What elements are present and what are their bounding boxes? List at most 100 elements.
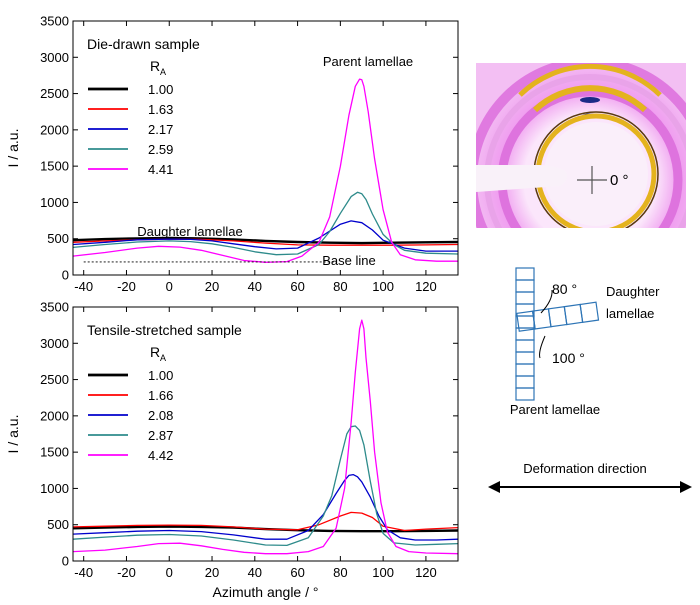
annotation-daughter-lamellae: Daughter lamellae	[137, 224, 243, 239]
x-tick-label: 60	[290, 565, 304, 580]
series-line-2.17	[72, 220, 458, 252]
daughter-lamellae-label-line1: Daughter	[606, 284, 660, 299]
daughter-lamella	[547, 306, 568, 328]
saxs-pattern-image: 0 °	[476, 63, 686, 228]
x-tick-label: -40	[74, 279, 93, 294]
parent-lamella	[515, 291, 535, 305]
x-tick-label: 0	[166, 565, 173, 580]
parent-lamella	[515, 339, 535, 353]
y-tick-label: 2500	[40, 372, 69, 387]
y-axis-label: I / a.u.	[5, 129, 21, 168]
parent-lamella	[515, 363, 535, 377]
legend-label: 1.00	[148, 368, 173, 383]
legend-label: 1.63	[148, 102, 173, 117]
series-line-2.08	[72, 473, 459, 541]
x-tick-label: 80	[333, 565, 347, 580]
daughter-lamella	[563, 303, 584, 326]
y-tick-label: 2000	[40, 122, 69, 137]
x-tick-label: -20	[117, 565, 136, 580]
chart-panel-die-drawn: -40 -20 0 20 40 60 80 100 120 0 500 1000 1500 2000 250…	[5, 14, 459, 294]
legend-label: 2.17	[148, 122, 173, 137]
angle-arc-100	[539, 335, 546, 359]
x-tick-label: 0	[166, 279, 173, 294]
y-tick-label: 500	[47, 517, 69, 532]
daughter-lamella	[579, 301, 600, 323]
parent-lamellae-stack	[515, 267, 535, 401]
legend-title-subscript: A	[160, 353, 166, 363]
chart-title: Tensile-stretched sample	[87, 322, 242, 338]
x-tick-label: -20	[117, 279, 136, 294]
daughter-lamellae-label-line2: lamellae	[606, 306, 654, 321]
x-axis-label: Azimuth angle / °	[213, 584, 319, 600]
axis-ticks: -40 -20 0 20 40 60 80 100 120 0 500 1000 1500 2000 250…	[40, 300, 458, 580]
curve-group	[72, 319, 459, 555]
y-tick-label: 0	[62, 268, 69, 283]
legend-label: 1.66	[148, 388, 173, 403]
parent-lamella	[515, 351, 535, 365]
parent-lamella	[515, 387, 535, 401]
series-line-1.66	[72, 511, 459, 532]
annotation-base-line: Base line	[322, 253, 375, 268]
series-line-4.42	[72, 319, 459, 555]
series-line-1.00	[72, 236, 459, 245]
series-line-2.59	[72, 191, 459, 256]
chart-title: Die-drawn sample	[87, 36, 200, 52]
daughter-lamellae-stack	[516, 301, 600, 332]
x-tick-label: 40	[248, 279, 262, 294]
y-tick-label: 3500	[40, 300, 69, 315]
x-tick-label: 100	[372, 279, 394, 294]
y-tick-label: 500	[47, 231, 69, 246]
deformation-direction-label: Deformation direction	[523, 461, 647, 476]
lamellae-schematic	[515, 267, 600, 401]
deformation-arrow	[488, 481, 692, 493]
parent-lamella	[515, 267, 535, 281]
curve-group	[72, 78, 459, 263]
x-tick-label: 40	[248, 565, 262, 580]
y-tick-label: 3000	[40, 50, 69, 65]
y-tick-label: 1500	[40, 445, 69, 460]
y-tick-label: 2000	[40, 408, 69, 423]
axis-ticks: -40 -20 0 20 40 60 80 100 120 0 500 1000 1500 2000 250…	[40, 14, 458, 294]
y-tick-label: 3500	[40, 14, 69, 29]
angle-arc-80	[540, 289, 553, 314]
plot-frame	[72, 306, 459, 562]
y-tick-label: 1000	[40, 195, 69, 210]
y-tick-label: 0	[62, 554, 69, 569]
legend-label: 4.42	[148, 448, 173, 463]
angle-80-label: 80 °	[552, 281, 577, 297]
x-tick-label: 60	[290, 279, 304, 294]
x-tick-label: -40	[74, 565, 93, 580]
y-tick-label: 1500	[40, 159, 69, 174]
x-tick-label: 100	[372, 565, 394, 580]
legend-label: 4.41	[148, 162, 173, 177]
legend-label: 1.00	[148, 82, 173, 97]
annotation-parent-lamellae: Parent lamellae	[323, 54, 413, 69]
legend: R A 1.00 1.63 2.17 2.59 4.41	[88, 58, 173, 177]
x-tick-label: 20	[205, 565, 219, 580]
legend-label: 2.87	[148, 428, 173, 443]
legend-title-subscript: A	[160, 67, 166, 77]
x-tick-label: 120	[415, 565, 437, 580]
x-tick-label: 20	[205, 279, 219, 294]
parent-lamellae-label: Parent lamellae	[510, 402, 600, 417]
x-tick-label: 120	[415, 279, 437, 294]
legend-label: 2.59	[148, 142, 173, 157]
legend-title: R	[150, 344, 160, 360]
y-tick-label: 1000	[40, 481, 69, 496]
zero-angle-label: 0 °	[610, 172, 629, 189]
x-tick-label: 80	[333, 279, 347, 294]
parent-lamella	[515, 303, 535, 317]
legend: R A 1.00 1.66 2.08 2.87 4.42	[88, 344, 173, 463]
y-tick-label: 2500	[40, 86, 69, 101]
y-tick-label: 3000	[40, 336, 69, 351]
series-line-2.87	[72, 425, 459, 547]
chart-panel-tensile-stretched: -40 -20 0 20 40 60 80 100 120 0 500 1000 1500 2000 250…	[5, 300, 459, 600]
angle-100-label: 100 °	[552, 350, 585, 366]
y-axis-label: I / a.u.	[5, 415, 21, 454]
legend-title: R	[150, 58, 160, 74]
series-line-4.41	[72, 78, 458, 263]
parent-lamella	[515, 279, 535, 293]
plot-frame	[72, 20, 459, 276]
parent-lamella	[515, 375, 535, 389]
